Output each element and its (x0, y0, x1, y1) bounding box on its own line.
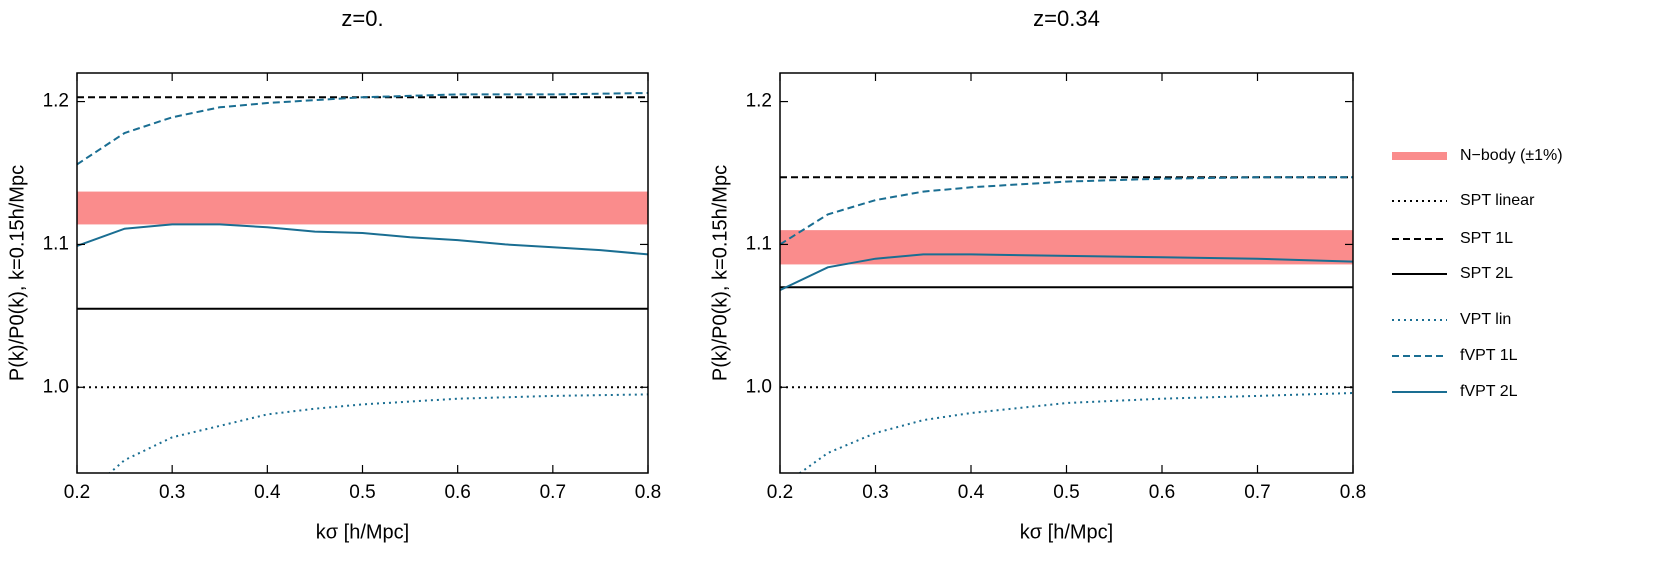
x-tick-label: 0.4 (254, 482, 281, 503)
band (77, 191, 648, 225)
x-tick-label: 0.5 (349, 482, 375, 503)
y-tick-label: 1.2 (746, 91, 772, 112)
x-tick-label: 0.2 (64, 482, 90, 503)
x-tick-label: 0.7 (540, 482, 566, 503)
series-line (798, 392, 1353, 473)
x-tick-label: 0.3 (862, 482, 888, 503)
series-line (780, 253, 1353, 292)
chart-title: z=0. (341, 6, 383, 31)
y-tick-label: 1.2 (43, 91, 69, 112)
x-tick-label: 0.2 (767, 482, 793, 503)
series-line (77, 223, 648, 256)
y-tick-label: 1.1 (746, 233, 772, 254)
y-tick-label: 1.0 (43, 376, 69, 397)
x-tick-label: 0.8 (1340, 482, 1366, 503)
legend-label: SPT 1L (1460, 230, 1513, 247)
x-tick-label: 0.7 (1244, 482, 1270, 503)
legend-label: fVPT 1L (1460, 347, 1518, 364)
series-line (77, 92, 648, 166)
legend-label: fVPT 2L (1460, 383, 1518, 400)
y-tick-label: 1.0 (746, 376, 772, 397)
x-tick-label: 0.8 (635, 482, 661, 503)
legend-label: VPT lin (1460, 311, 1511, 328)
series-line (780, 176, 1353, 246)
y-tick-label: 1.1 (43, 233, 69, 254)
x-tick-label: 0.4 (958, 482, 985, 503)
y-axis-label: P(k)/P0(k), k=0.15h/Mpc (709, 165, 731, 381)
x-tick-label: 0.6 (444, 482, 470, 503)
legend-label: SPT linear (1460, 192, 1535, 209)
plot-area (780, 176, 1353, 473)
x-tick-label: 0.6 (1149, 482, 1175, 503)
plot-frame (779, 72, 1354, 474)
chart-title: z=0.34 (1033, 6, 1100, 31)
x-axis-label: kσ [h/Mpc] (1020, 521, 1113, 543)
legend-label: N−body (±1%) (1460, 147, 1563, 164)
plot-frame (76, 72, 649, 474)
x-tick-label: 0.5 (1053, 482, 1079, 503)
legend-label: SPT 2L (1460, 265, 1513, 282)
x-axis-label: kσ [h/Mpc] (316, 521, 409, 543)
x-tick-label: 0.3 (159, 482, 185, 503)
plot-area (77, 92, 648, 473)
y-axis-label: P(k)/P0(k), k=0.15h/Mpc (6, 165, 28, 381)
